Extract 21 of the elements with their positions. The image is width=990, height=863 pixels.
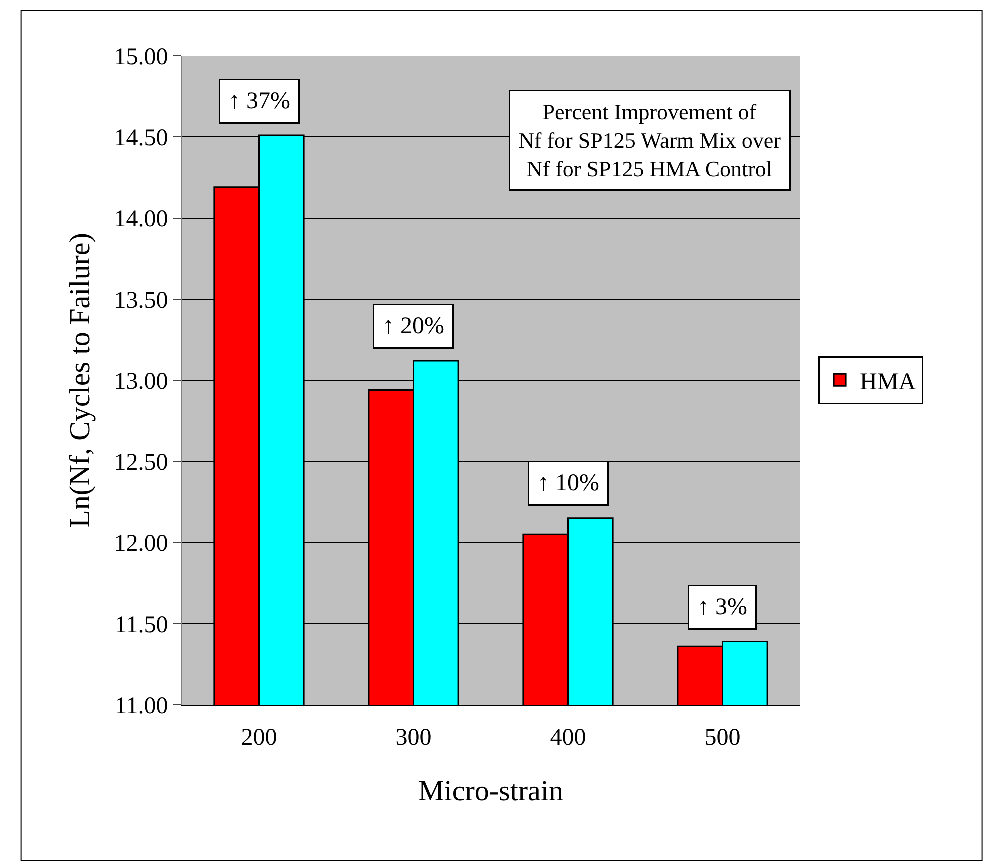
x-tick-label: 300 [396, 724, 432, 751]
y-tick-label: 13.00 [114, 368, 168, 395]
y-tick-label: 12.50 [114, 450, 168, 476]
y-tick-label: 12.00 [114, 531, 168, 558]
x-tick-label: 200 [241, 724, 278, 751]
y-tick-label: 14.00 [114, 206, 168, 233]
x-tick-label: 400 [550, 724, 586, 751]
y-tick-label: 14.50 [114, 126, 168, 152]
annotation: ↑ 37% [228, 88, 290, 114]
legend-label: HMA [860, 369, 917, 396]
y-tick-label: 13.50 [114, 288, 168, 314]
y-tick-label: 15.00 [114, 44, 168, 70]
annotation: Percent Improvement of Nf for SP125 Warm Mix over Nf for SP125 HMA Control [518, 100, 782, 182]
annotation: ↑ 10% [538, 470, 600, 496]
annotation: ↑ 20% [382, 314, 444, 340]
y-tick-label: 11.50 [115, 612, 168, 638]
x-tick-label: 500 [704, 724, 741, 751]
x-axis-title: Micro-strain [418, 776, 564, 808]
y-tick-label: 11.00 [115, 693, 168, 720]
annotation: ↑ 3% [698, 594, 748, 620]
y-axis-title: Ln(Nf, Cycles to Failure) [64, 233, 97, 528]
